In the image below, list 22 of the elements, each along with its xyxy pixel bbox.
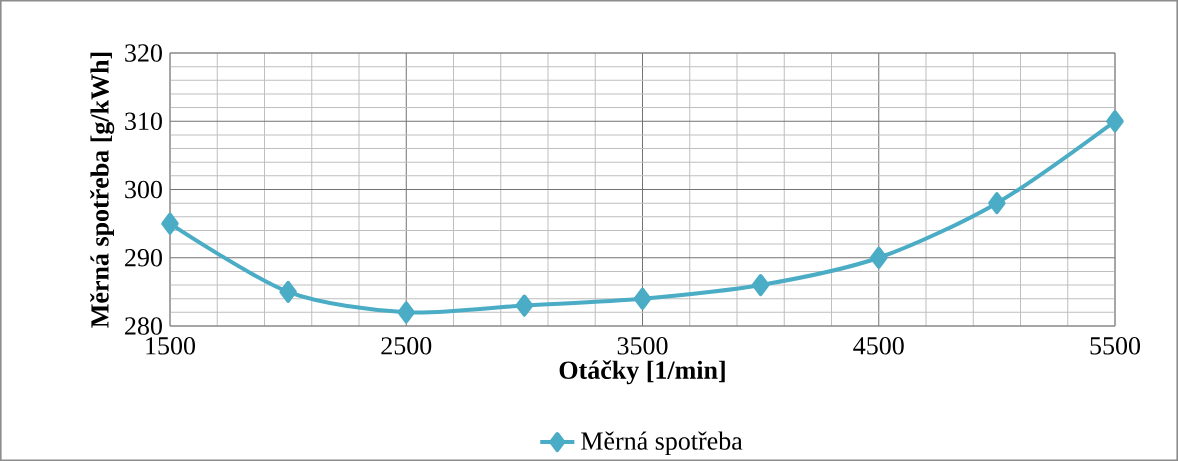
x-tick-label: 5500	[1090, 337, 1141, 355]
point	[397, 301, 415, 324]
x-axis-title: Otáčky [1/min]	[559, 360, 725, 385]
y-tick-label: 320	[125, 44, 162, 62]
point	[988, 192, 1006, 215]
point	[515, 294, 534, 317]
point	[1106, 110, 1124, 133]
point	[161, 212, 179, 235]
x-tick-label: 4500	[853, 337, 904, 355]
y-axis-title: Měrná spotřeba [g/kWh]	[90, 52, 115, 328]
y-tick-label: 290	[125, 248, 162, 267]
point	[279, 280, 297, 303]
y-tick-label: 310	[125, 112, 162, 131]
x-tick-label: 3500	[617, 337, 668, 355]
x-tick-label: 2500	[381, 337, 432, 355]
legend-label: Měrná spotřeba	[581, 431, 743, 456]
point	[633, 287, 652, 310]
point	[870, 246, 888, 269]
point	[751, 274, 770, 297]
y-tick-label: 280	[125, 317, 162, 335]
x-tick-label: 1500	[146, 337, 196, 355]
y-tick-label: 300	[125, 180, 162, 199]
